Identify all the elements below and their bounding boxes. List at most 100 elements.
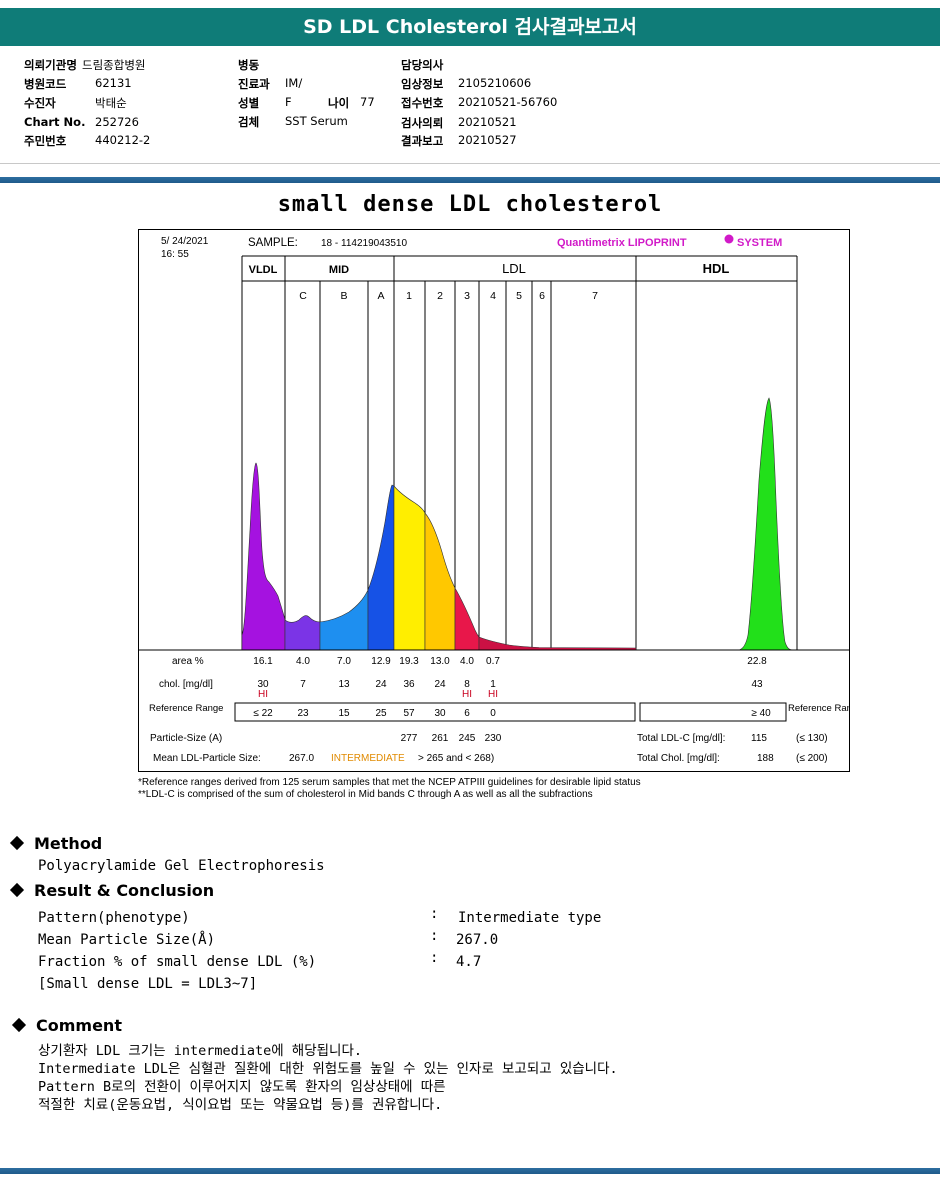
curve-fill-band-a: [367, 484, 395, 651]
meta-value: 20210521: [458, 115, 517, 129]
chol-value: 8: [464, 679, 470, 690]
result-colon: :: [430, 928, 439, 944]
total-chol-value: 188: [757, 753, 774, 764]
mean-size-note: > 265 and < 268): [418, 753, 494, 764]
densitometry-curve: [241, 397, 794, 651]
row-label-chol: chol. [mg/dl]: [159, 679, 213, 690]
row-label-mean: Mean LDL-Particle Size:: [153, 753, 261, 764]
ref-range-value: 30: [434, 708, 446, 719]
curve-fill-band-3: [454, 586, 480, 651]
curve-fill-band-c: [284, 615, 321, 651]
meta-label: 성별: [238, 96, 260, 110]
curve-fill-band-1: [393, 485, 426, 651]
total-chol-ref: (≤ 200): [796, 753, 828, 764]
area-pct-value: 19.3: [399, 656, 419, 667]
comment-line: 적절한 치료(운동요법, 식이요법 또는 약물요법 등)를 권유합니다.: [38, 1097, 443, 1113]
result-value: Intermediate type: [458, 910, 602, 926]
lipoprint-svg: 5/ 24/2021 16: 55 SAMPLE: 18 - 114219043…: [139, 234, 849, 764]
report-title: SD LDL Cholesterol 검사결과보고서: [0, 8, 940, 46]
meta-label: Chart No.: [24, 115, 86, 129]
total-ldl-label: Total LDL-C [mg/dl]:: [637, 733, 725, 744]
area-pct-value: 0.7: [486, 656, 500, 667]
group-label-hdl: HDL: [703, 261, 730, 276]
hi-flag: HI: [462, 689, 472, 700]
band-label: 7: [592, 290, 598, 302]
group-label-vldl: VLDL: [249, 264, 278, 276]
ref-range-value: 0: [490, 708, 496, 719]
particle-size-value: 245: [459, 733, 476, 744]
divider: [0, 163, 940, 164]
lipoprint-chart: 5/ 24/2021 16: 55 SAMPLE: 18 - 114219043…: [138, 229, 850, 772]
footnote-2: **LDL-C is comprised of the sum of chole…: [138, 789, 593, 800]
area-pct-value: 22.8: [747, 656, 767, 667]
band-label: 4: [490, 290, 496, 302]
curve-fill-band-4-7: [478, 636, 637, 651]
chol-value: 43: [751, 679, 763, 690]
ref-range-value: ≥ 40: [751, 708, 771, 719]
area-pct-value: 12.9: [371, 656, 391, 667]
band-label: 5: [516, 290, 522, 302]
meta-label: 접수번호: [401, 96, 444, 110]
comment-heading: Comment: [11, 1016, 122, 1035]
chol-value: 7: [300, 679, 306, 690]
brand-suffix: SYSTEM: [737, 237, 782, 249]
row-label-particle: Particle-Size (A): [150, 733, 222, 744]
result-colon: :: [430, 906, 439, 922]
area-pct-value: 4.0: [296, 656, 310, 667]
brand-name: Quantimetrix LIPOPRINT: [557, 237, 687, 249]
header-info: 의뢰기관명 드림종합병원 병원코드 62131 수진자 박태순 Chart No…: [0, 0, 940, 160]
meta-value: 252726: [95, 115, 139, 129]
hi-flag: HI: [488, 689, 498, 700]
result-colon: :: [430, 950, 439, 966]
meta-label: 나이: [328, 96, 350, 110]
particle-size-value: 277: [401, 733, 418, 744]
ref-range-value: ≤ 22: [253, 708, 273, 719]
result-note: [Small dense LDL = LDL3~7]: [38, 976, 258, 992]
area-pct-value: 7.0: [337, 656, 351, 667]
meta-value: 440212-2: [95, 133, 151, 147]
meta-label: 검체: [238, 115, 260, 129]
section-divider: [0, 177, 940, 183]
chol-value: 30: [257, 679, 269, 690]
result-label: Pattern(phenotype): [38, 910, 190, 926]
group-label-mid: MID: [329, 264, 349, 276]
sample-id: 18 - 114219043510: [321, 238, 407, 249]
meta-value: 드림종합병원: [82, 58, 146, 72]
meta-label: 병원코드: [24, 77, 67, 91]
meta-value: 20210527: [458, 133, 517, 147]
hdl-ref-label: Reference Range: [788, 703, 849, 714]
particle-size-value: 230: [485, 733, 502, 744]
meta-label: 병동: [238, 58, 260, 72]
meta-value: 20210521-56760: [458, 95, 558, 109]
chol-value: 24: [434, 679, 446, 690]
ref-range-value: 23: [297, 708, 309, 719]
ref-range-value: 25: [375, 708, 387, 719]
total-ldl-value: 115: [751, 733, 767, 744]
band-label: 6: [539, 290, 545, 302]
footnote-1: *Reference ranges derived from 125 serum…: [138, 777, 641, 788]
curve-fill-band-2: [424, 512, 456, 651]
chol-value: 13: [338, 679, 350, 690]
meta-label: 결과보고: [401, 134, 444, 148]
meta-label: 의뢰기관명: [24, 58, 77, 72]
mean-size-class: INTERMEDIATE: [331, 753, 405, 764]
sample-label: SAMPLE:: [248, 237, 298, 249]
table-values: 19.3 13.0 4.0 0.716.1 4.0 7.0 12.9 22.836 24 8 130…: [253, 656, 771, 744]
meta-value: 62131: [95, 76, 132, 90]
result-value: 4.7: [456, 954, 482, 970]
diamond-bullet-icon: [9, 882, 25, 897]
hi-flag: HI: [258, 689, 268, 700]
chart-time: 16: 55: [161, 249, 189, 260]
ref-range-value: 6: [464, 708, 470, 719]
meta-label: 주민번호: [24, 134, 67, 148]
diamond-bullet-icon: [11, 1017, 27, 1032]
method-heading: Method: [9, 834, 102, 853]
meta-label: 담당의사: [401, 58, 444, 72]
curve-fill-vldl: [241, 462, 286, 651]
header-frame: [241, 255, 798, 650]
row-label-ref: Reference Range: [149, 703, 223, 714]
comment-line: 상기환자 LDL 크기는 intermediate에 해당됩니다.: [38, 1043, 363, 1059]
page-subtitle: small dense LDL cholesterol: [277, 192, 663, 217]
comment-line: Pattern B로의 전환이 이루어지지 않도록 환자의 임상상태에 따른: [38, 1079, 446, 1095]
chol-value: 24: [375, 679, 387, 690]
